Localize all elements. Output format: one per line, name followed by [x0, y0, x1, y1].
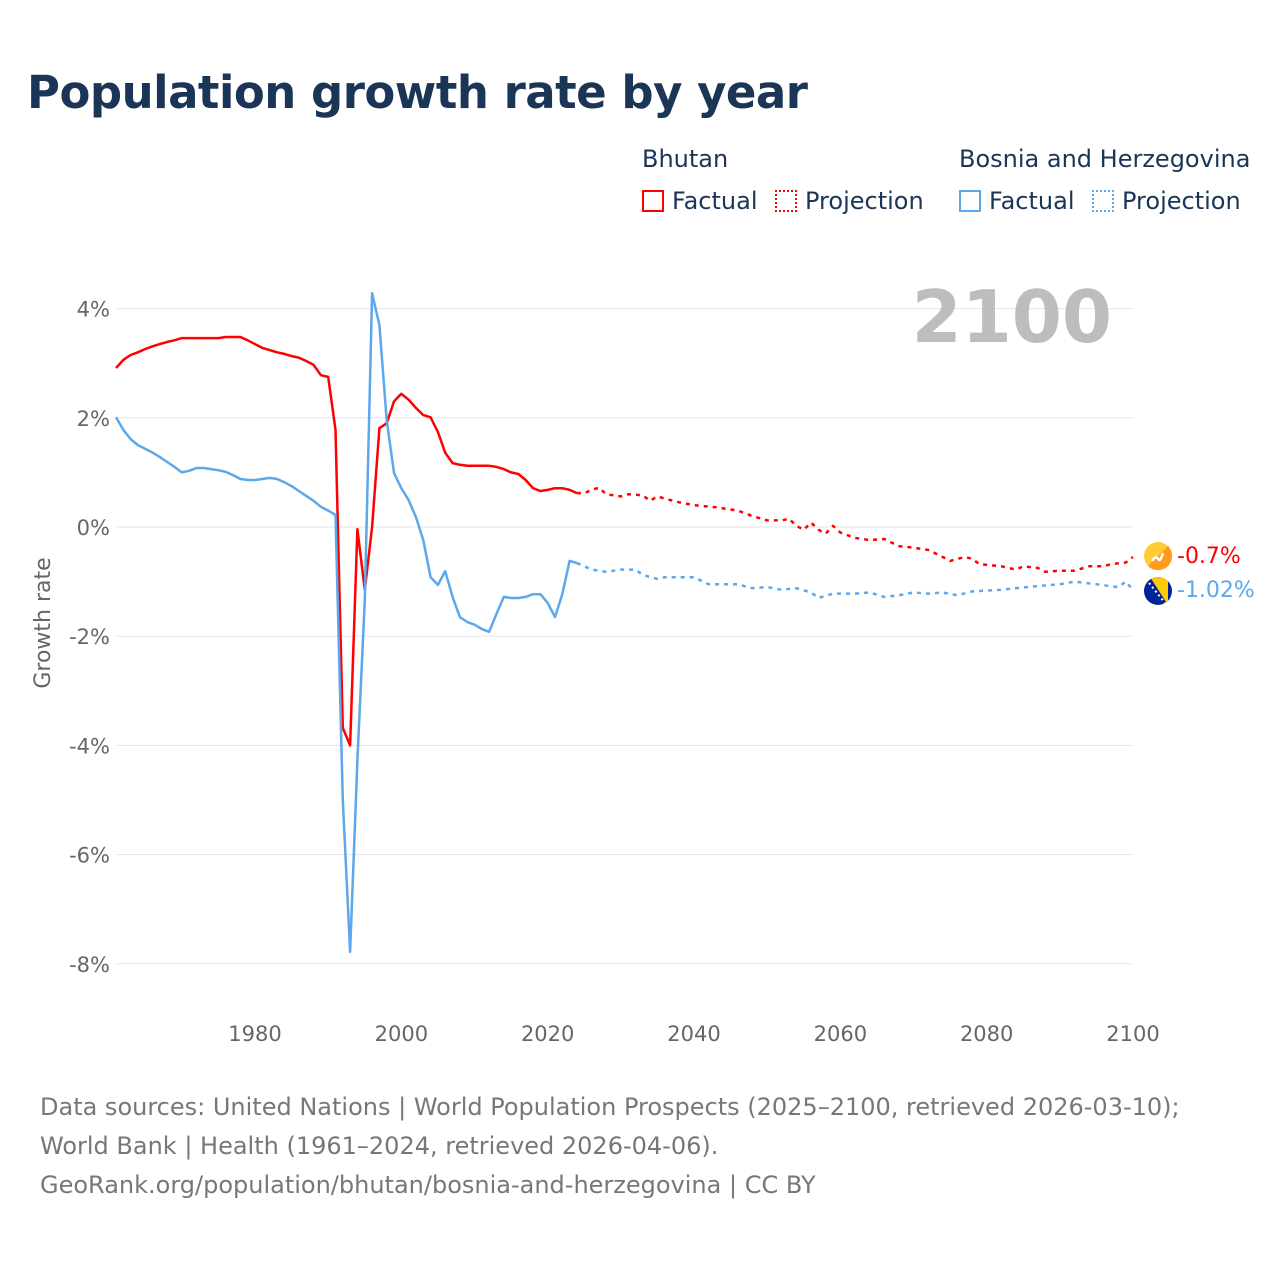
- y-tick-label: 0%: [77, 516, 110, 540]
- data-sources: Data sources: United Nations | World Pop…: [40, 1093, 1180, 1160]
- x-tick-label: 2020: [521, 1022, 574, 1046]
- legend-item-bhutan-factual[interactable]: Factual: [642, 187, 758, 215]
- y-axis-label: Growth rate: [31, 557, 56, 688]
- series-line-bhutan-projection: [576, 486, 1134, 574]
- bosnia-end-label: -1.02%: [1177, 578, 1255, 603]
- legend-swatch: [642, 190, 664, 212]
- x-tick-label: 2000: [375, 1022, 428, 1046]
- series-line-bosnia-and-herzegovina-factual: [114, 292, 578, 954]
- x-tick-label: 2040: [667, 1022, 720, 1046]
- source-link[interactable]: GeoRank.org/population/bhutan/bosnia-and…: [40, 1171, 816, 1199]
- series-line-bhutan-factual: [115, 335, 578, 747]
- legend-swatch: [959, 190, 981, 212]
- legend-label: Projection: [1122, 187, 1241, 215]
- y-tick-label: 2%: [77, 407, 110, 431]
- y-tick-label: 4%: [77, 298, 110, 322]
- legend-group-bosnia: Bosnia and Herzegovina: [959, 145, 1251, 173]
- chart-title: Population growth rate by year: [27, 66, 808, 119]
- x-tick-label: 2080: [960, 1022, 1013, 1046]
- y-tick-label: -6%: [69, 844, 110, 868]
- legend-item-bosnia-factual[interactable]: Factual: [959, 187, 1075, 215]
- y-tick-label: -2%: [69, 625, 110, 649]
- legend-group-bhutan: Bhutan: [642, 145, 729, 173]
- y-tick-label: -4%: [69, 734, 110, 758]
- x-tick-label: 2060: [814, 1022, 867, 1046]
- legend-swatch: [775, 190, 797, 212]
- y-tick-label: -8%: [69, 953, 110, 977]
- bosnia-flag-icon: [1144, 577, 1172, 605]
- series-line-bosnia-and-herzegovina-projection: [576, 561, 1134, 600]
- year-label: 2100: [912, 275, 1112, 359]
- x-tick-label: 1980: [228, 1022, 281, 1046]
- legend-swatch: [1092, 190, 1114, 212]
- x-tick-label: 2100: [1106, 1022, 1159, 1046]
- legend-item-bhutan-projection[interactable]: Projection: [775, 187, 924, 215]
- bhutan-flag-icon: [1144, 542, 1173, 571]
- legend-label: Factual: [989, 187, 1075, 215]
- legend-item-bosnia-projection[interactable]: Projection: [1092, 187, 1241, 215]
- bhutan-end-label: -0.7%: [1177, 544, 1241, 569]
- footer: Data sources: United Nations | World Pop…: [40, 1088, 1240, 1205]
- legend-label: Factual: [672, 187, 758, 215]
- legend-label: Projection: [805, 187, 924, 215]
